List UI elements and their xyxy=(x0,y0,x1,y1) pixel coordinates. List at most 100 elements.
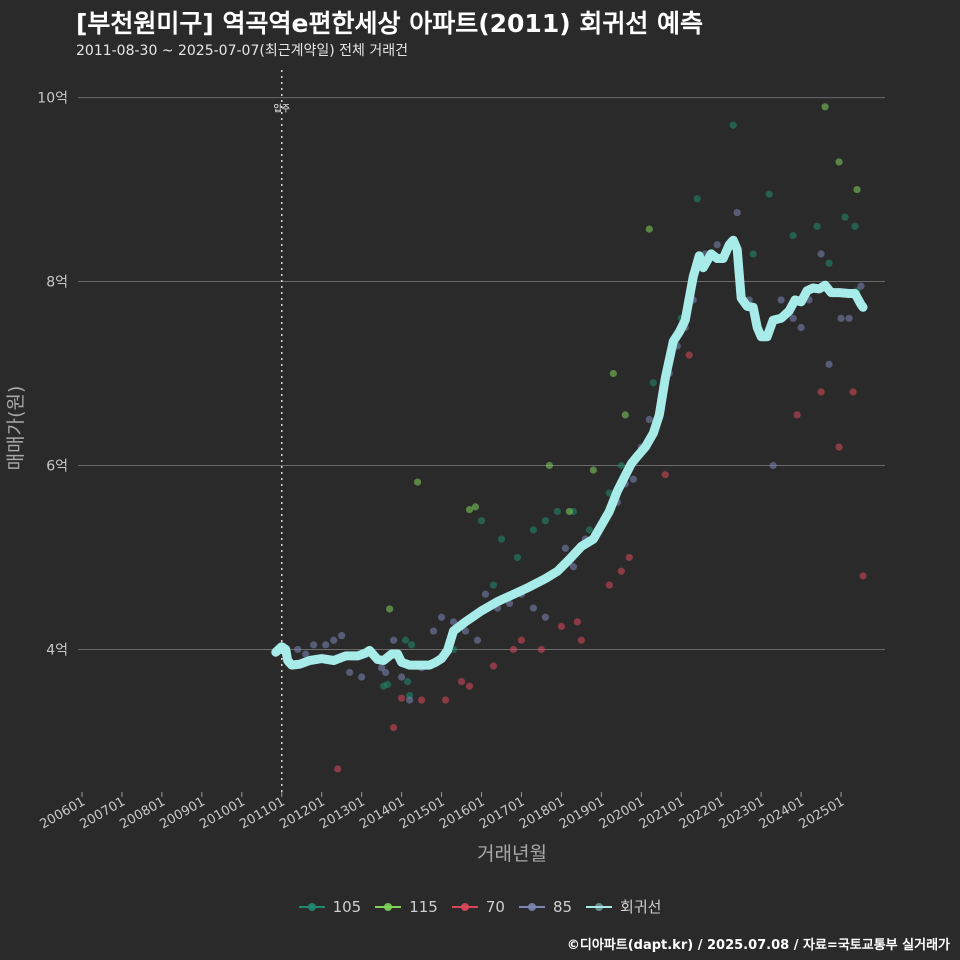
data-point xyxy=(793,411,801,419)
data-point xyxy=(358,673,366,681)
data-point xyxy=(384,680,392,688)
x-tick-label: 201101 xyxy=(237,794,287,832)
chart-title: [부천원미구] 역곡역e편한세상 아파트(2011) 회귀선 예측 xyxy=(76,9,704,38)
x-tick-label: 202001 xyxy=(597,794,647,832)
data-point xyxy=(413,478,422,486)
x-tick-label: 201301 xyxy=(317,794,367,832)
data-point xyxy=(797,323,805,332)
x-tick-label: 202401 xyxy=(757,794,807,832)
chart-legend: 105 115 70 85 회귀선 xyxy=(0,896,960,917)
series-85 xyxy=(294,208,865,704)
series-115 xyxy=(386,103,861,613)
data-point xyxy=(407,641,416,649)
data-point xyxy=(417,696,426,704)
data-point xyxy=(821,103,829,111)
data-point xyxy=(390,724,398,732)
x-tick-label: 201001 xyxy=(197,794,247,832)
legend-item-s85: 85 xyxy=(518,896,573,917)
data-point xyxy=(405,696,414,704)
legend-item-s70: 70 xyxy=(451,896,505,917)
data-point xyxy=(302,650,310,658)
data-point xyxy=(541,517,550,525)
move-in-label: 입주 xyxy=(273,102,290,114)
x-axis-ticks: 2006012007012008012009012010012011012012… xyxy=(38,792,847,832)
data-point xyxy=(481,590,490,598)
data-point xyxy=(629,475,637,483)
regression-line xyxy=(271,235,868,670)
data-point xyxy=(457,678,466,686)
data-point xyxy=(729,121,737,129)
data-point xyxy=(835,158,843,166)
data-point xyxy=(497,535,506,543)
legend-label: 105 xyxy=(332,897,362,916)
data-point xyxy=(465,682,474,690)
data-point xyxy=(513,553,522,562)
x-tick-label: 200801 xyxy=(117,794,167,832)
data-point xyxy=(294,645,302,654)
legend-key xyxy=(518,897,545,917)
data-point xyxy=(322,641,330,649)
data-point xyxy=(386,605,394,613)
x-tick-label: 202501 xyxy=(797,794,847,832)
x-tick-label: 200601 xyxy=(38,794,88,832)
data-point xyxy=(330,636,338,644)
data-point xyxy=(529,526,538,534)
data-point xyxy=(733,208,741,217)
data-point xyxy=(477,517,486,525)
legend-item-regression: 회귀선 xyxy=(586,896,661,917)
data-point xyxy=(777,296,785,304)
legend-point-swatch xyxy=(384,902,393,911)
legend-point-swatch xyxy=(527,902,536,911)
data-point xyxy=(605,581,613,589)
x-tick-label: 200701 xyxy=(77,794,127,832)
data-point xyxy=(617,567,625,575)
data-point xyxy=(649,379,657,387)
x-axis-label: 거래년월 xyxy=(477,843,547,865)
x-tick-label: 201601 xyxy=(437,794,487,832)
legend-label: 115 xyxy=(409,897,438,916)
legend-label: 85 xyxy=(552,897,573,916)
data-point xyxy=(849,388,857,396)
data-point xyxy=(661,471,669,479)
legend-key xyxy=(586,897,613,917)
data-point xyxy=(685,351,693,359)
grid-lines xyxy=(78,97,885,650)
data-point xyxy=(835,443,843,451)
data-point xyxy=(825,360,833,368)
data-point xyxy=(565,507,573,516)
data-point xyxy=(825,259,833,267)
data-point xyxy=(517,636,526,644)
y-axis-label: 매매가(원) xyxy=(5,386,27,471)
data-point xyxy=(334,765,342,773)
data-point xyxy=(765,190,773,198)
legend-key xyxy=(451,897,478,917)
data-point xyxy=(382,668,390,677)
data-point xyxy=(397,694,406,702)
data-point xyxy=(529,604,538,612)
x-tick-label: 201901 xyxy=(557,794,607,832)
data-point xyxy=(769,461,777,470)
data-point xyxy=(853,185,861,194)
data-point xyxy=(837,314,845,322)
legend-point-swatch xyxy=(595,902,604,911)
legend-item-s115: 115 xyxy=(375,896,438,917)
data-point xyxy=(573,618,581,626)
x-tick-label: 201201 xyxy=(277,794,327,832)
data-point xyxy=(489,662,498,670)
y-tick-label: 6억 xyxy=(46,458,68,474)
legend-item-s105: 105 xyxy=(298,896,362,917)
data-point xyxy=(509,645,518,654)
data-point xyxy=(390,636,398,644)
legend-point-swatch xyxy=(460,902,469,911)
data-point xyxy=(585,526,593,534)
y-tick-label: 8억 xyxy=(46,275,68,291)
data-point xyxy=(713,241,721,249)
data-point xyxy=(437,613,446,621)
series-105 xyxy=(380,121,861,700)
data-point xyxy=(557,622,566,631)
data-point xyxy=(789,314,797,322)
data-point xyxy=(817,250,825,258)
legend-key xyxy=(375,897,402,917)
x-tick-label: 201501 xyxy=(397,794,447,832)
data-point xyxy=(859,572,867,580)
